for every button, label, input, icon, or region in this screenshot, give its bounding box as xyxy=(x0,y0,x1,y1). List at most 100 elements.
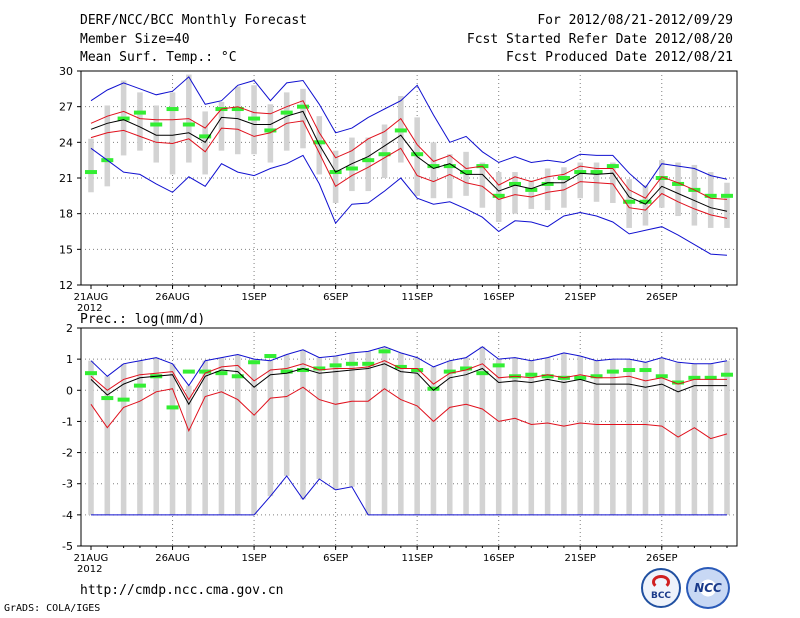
prec-observed-marker xyxy=(280,369,293,374)
prec-observed-marker xyxy=(460,366,473,371)
prec-spread-box xyxy=(316,357,323,480)
ncc-logo-text: NCC xyxy=(694,581,722,595)
temp-spread-box xyxy=(332,150,339,203)
temp-ytick-label: 15 xyxy=(59,243,73,256)
prec-xtick-label: 16SEP xyxy=(483,553,514,564)
prec-observed-marker xyxy=(101,396,114,401)
temp-observed-marker xyxy=(411,152,424,157)
temp-spread-box xyxy=(707,172,714,228)
prec-observed-marker xyxy=(329,363,342,368)
prec-series-line-2 xyxy=(90,363,727,406)
temp-spread-box xyxy=(446,154,453,199)
temp-observed-marker xyxy=(345,166,358,171)
prec-observed-marker xyxy=(182,369,195,374)
temp-observed-marker xyxy=(85,170,97,175)
prec-spread-box xyxy=(398,352,404,515)
temp-spread-box xyxy=(365,137,372,192)
temp-xtick-label: 21AUG xyxy=(74,292,109,303)
temp-series-line-3 xyxy=(90,120,728,219)
temp-xtick-label: 26SEP xyxy=(646,292,677,303)
prec-spread-box xyxy=(658,357,665,515)
temp-observed-marker xyxy=(509,181,521,186)
prec-observed-marker xyxy=(541,374,554,379)
prec-series-line-3 xyxy=(90,386,728,440)
prec-observed-marker xyxy=(378,349,391,354)
prec-spread-box xyxy=(495,359,502,515)
prec-ytick-label: 1 xyxy=(66,353,73,366)
temp-spread-box xyxy=(691,164,698,226)
temp-xtick-label: 1SEP xyxy=(242,292,267,303)
prec-spread-box xyxy=(610,359,616,515)
temp-spread-box xyxy=(561,167,567,208)
temp-observed-marker xyxy=(704,193,717,198)
prec-spread-box xyxy=(528,360,535,515)
start-date-label: Fcst Started Refer Date 2012/08/20 xyxy=(466,32,733,47)
temp-observed-marker xyxy=(623,199,636,204)
prec-ytick-label: 0 xyxy=(66,384,73,397)
prec-spread-box xyxy=(544,357,551,515)
temp-observed-marker xyxy=(672,181,685,186)
temp-spread-box xyxy=(675,162,681,217)
temp-ytick-label: 18 xyxy=(59,208,73,221)
prec-spread-box xyxy=(675,362,681,515)
temp-observed-marker xyxy=(248,116,261,121)
prec-xtick-label: 11SEP xyxy=(401,553,432,564)
prec-spread-box xyxy=(512,357,518,515)
prec-spread-box xyxy=(153,357,160,515)
prec-spread-box xyxy=(202,360,208,515)
temp-observed-marker xyxy=(362,158,375,163)
temp-spread-box xyxy=(610,162,616,203)
prec-observed-marker xyxy=(476,371,489,376)
temp-spread-box xyxy=(169,92,176,175)
prec-spread-box xyxy=(414,357,420,515)
temp-ytick-label: 30 xyxy=(59,65,73,78)
temp-spread-box xyxy=(593,162,600,202)
temp-observed-marker xyxy=(280,110,293,115)
prec-ytick-label: -5 xyxy=(62,540,73,553)
prec-series-line-1 xyxy=(90,360,727,401)
grads-credit: GrADS: COLA/IGES xyxy=(4,603,101,614)
prec-observed-marker xyxy=(606,369,619,374)
prec-ytick-label: 2 xyxy=(66,322,73,335)
temp-spread-box xyxy=(658,160,665,208)
temp-spread-box xyxy=(642,185,649,226)
temp-series-line-4 xyxy=(90,147,728,256)
prec-spread-box xyxy=(234,354,241,515)
temp-observed-marker xyxy=(639,199,652,204)
temp-series-line-0 xyxy=(90,76,728,189)
prec-spread-box xyxy=(479,346,486,515)
prec-observed-marker xyxy=(133,383,146,388)
temp-observed-marker xyxy=(264,128,277,133)
prec-xtick-label: 21SEP xyxy=(565,553,596,564)
prec-year-label: 2012 xyxy=(77,564,102,575)
prec-spread-box xyxy=(381,346,388,515)
temp-series-line-1 xyxy=(90,100,728,200)
prec-observed-marker xyxy=(443,369,456,374)
temp-spread-box xyxy=(577,162,584,199)
precip-title: Prec.: log(mm/d) xyxy=(80,312,205,327)
temp-xtick-label: 16SEP xyxy=(483,292,514,303)
prec-observed-marker xyxy=(525,372,538,377)
temp-spread-box xyxy=(512,172,518,214)
prec-xtick-label: 1SEP xyxy=(242,553,267,564)
source-url[interactable]: http://cmdp.ncc.cma.gov.cn xyxy=(80,583,284,598)
prec-spread-box xyxy=(446,360,453,515)
temp-spread-box xyxy=(528,180,535,209)
temp-observed-marker xyxy=(574,170,587,175)
temp-observed-marker xyxy=(541,181,554,186)
temp-observed-marker xyxy=(721,193,733,198)
prec-spread-box xyxy=(104,376,111,515)
prec-spread-box xyxy=(365,351,372,515)
prec-observed-marker xyxy=(199,369,212,374)
prec-spread-box xyxy=(577,356,584,515)
temp-spread-box xyxy=(137,92,143,151)
prec-spread-box xyxy=(691,363,698,515)
produced-date-label: Fcst Produced Date 2012/08/21 xyxy=(506,50,733,65)
prec-plot-frame xyxy=(80,327,738,547)
prec-spread-box xyxy=(283,354,290,476)
temp-spread-box xyxy=(479,162,486,208)
prec-observed-marker xyxy=(394,364,407,369)
temp-observed-marker xyxy=(231,107,244,112)
prec-observed-marker xyxy=(117,397,130,402)
